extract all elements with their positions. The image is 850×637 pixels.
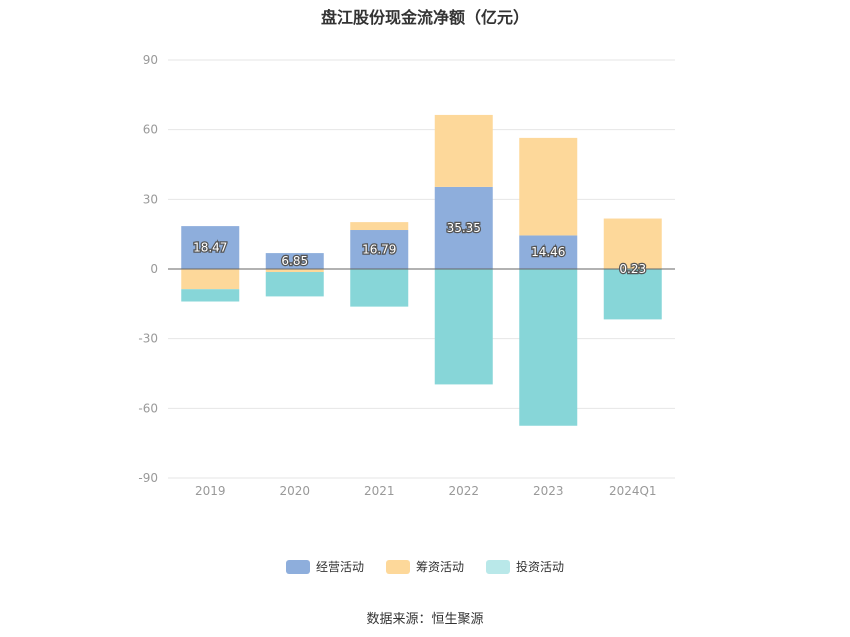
x-tick-label: 2020 (279, 484, 310, 498)
data-source: 数据来源：恒生聚源 (366, 612, 484, 627)
y-tick-label: 90 (143, 53, 158, 67)
legend-label-operating: 经营活动 (315, 560, 364, 574)
legend-item-financing[interactable]: 筹资活动 (385, 558, 464, 575)
data-label: 6.85 (281, 254, 308, 268)
chart-title: 盘江股份现金流净额（亿元） (320, 8, 529, 27)
bar-operating (350, 230, 409, 269)
legend-swatch-investing (486, 559, 510, 574)
y-tick-label: 30 (143, 192, 158, 206)
bar-financing (434, 114, 493, 187)
y-tick-label: -30 (138, 332, 158, 346)
data-label: 16.79 (362, 243, 396, 257)
bar-investing (265, 272, 324, 297)
y-tick-label: 60 (143, 123, 158, 137)
bar-financing (519, 137, 578, 236)
bar-investing (603, 269, 662, 320)
y-tick-label: -60 (138, 401, 158, 415)
x-tick-label: 2022 (448, 484, 479, 498)
legend-swatch-financing (385, 559, 410, 574)
bar-financing (265, 269, 324, 273)
bar-financing (181, 269, 240, 290)
legend-label-financing: 筹资活动 (415, 560, 464, 574)
bar-investing (181, 289, 240, 302)
bar-investing (519, 269, 578, 426)
legend-item-investing[interactable]: 投资活动 (486, 558, 564, 575)
bar-operating (181, 226, 240, 269)
legend-item-operating[interactable]: 经营活动 (285, 558, 364, 575)
data-label: 35.35 (447, 221, 481, 235)
bar-operating (434, 186, 493, 269)
bar-investing (434, 269, 493, 385)
bar-operating (265, 253, 324, 269)
x-tick-label: 2023 (533, 484, 564, 498)
x-tick-label: 2019 (195, 484, 226, 498)
x-tick-label: 2024Q1 (609, 484, 657, 498)
x-tick-label: 2021 (364, 484, 395, 498)
legend-swatch-operating (285, 559, 310, 574)
bar-financing (350, 222, 409, 231)
legend: 经营活动 筹资活动 投资活动 (0, 558, 850, 575)
y-tick-label: 0 (150, 262, 158, 276)
data-label: 0.23 (619, 262, 646, 276)
data-label: 18.47 (193, 241, 227, 255)
bar-operating (519, 235, 578, 269)
bar-investing (350, 269, 409, 307)
data-label: 14.46 (531, 245, 565, 259)
legend-label-investing: 投资活动 (516, 560, 565, 574)
y-tick-label: -90 (138, 471, 158, 485)
chart-canvas: 90 60 30 0 -30 -60 -90 2019 2020 2021 2022 2023 2024… (138, 53, 675, 498)
bar-financing (603, 218, 662, 269)
